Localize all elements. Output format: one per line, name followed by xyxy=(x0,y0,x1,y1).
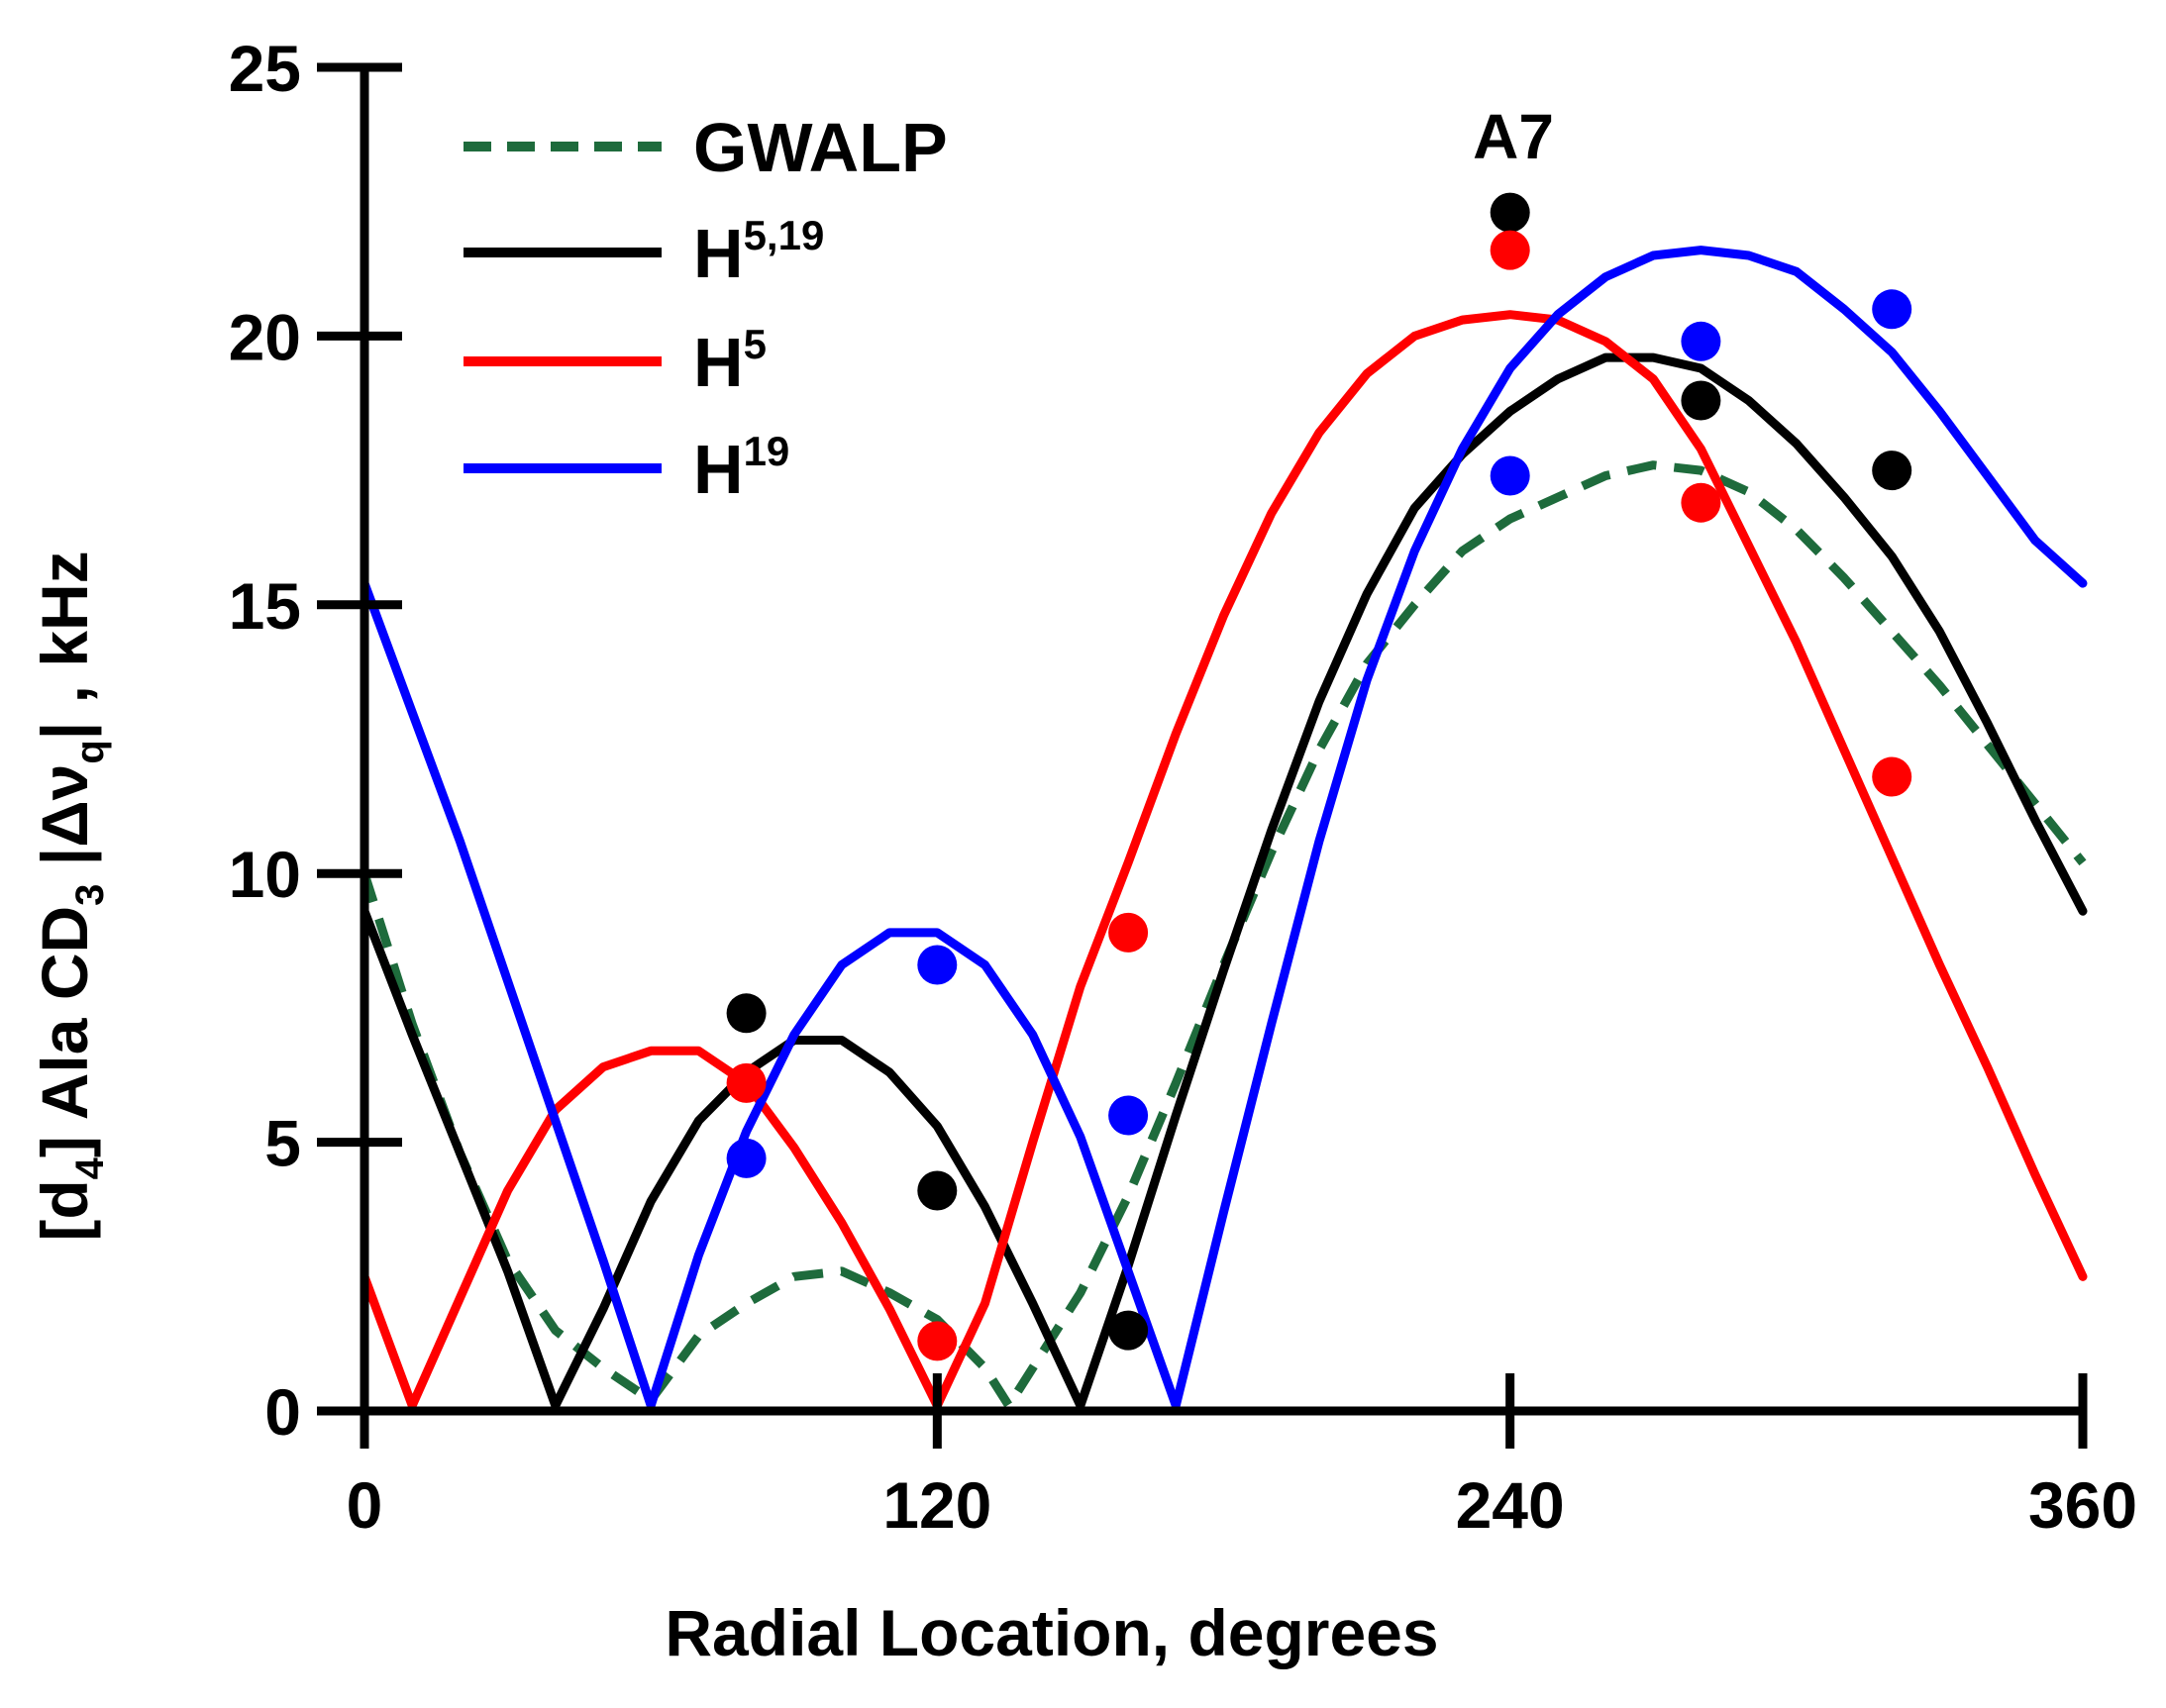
data-point-h19-0 xyxy=(726,1138,767,1178)
data-point-h5-19-0 xyxy=(726,993,767,1034)
y-tick-label-15: 15 xyxy=(229,569,301,643)
legend-label-h19: H19 xyxy=(693,428,789,508)
data-point-h19-1 xyxy=(917,945,958,985)
y-tick-label-20: 20 xyxy=(229,300,301,373)
series-line-h19 xyxy=(360,246,2088,1411)
y-tick-label-25: 25 xyxy=(229,32,301,105)
data-point-h5-3 xyxy=(1490,230,1530,270)
data-point-h5-19-2 xyxy=(1108,1310,1149,1351)
legend: GWALP H5,19 H5 H19 xyxy=(464,109,948,508)
legend-label-gwalp: GWALP xyxy=(693,109,948,186)
data-point-h5-1 xyxy=(917,1321,958,1361)
x-tick-label-0: 0 xyxy=(347,1468,383,1542)
data-point-h5-5 xyxy=(1872,756,1912,797)
data-point-h5-19-3 xyxy=(1490,192,1530,233)
series-line-h5 xyxy=(360,310,2088,1411)
x-tick-label-360: 360 xyxy=(2028,1468,2137,1542)
plot-area xyxy=(360,192,2088,1411)
data-point-h5-19-1 xyxy=(917,1170,958,1211)
data-point-h5-19-5 xyxy=(1872,451,1912,491)
axes: 0 120 240 360 0 5 10 15 20 25 xyxy=(229,32,2137,1542)
y-tick-label-0: 0 xyxy=(264,1375,301,1449)
data-point-h5-0 xyxy=(726,1062,767,1103)
data-point-h19-4 xyxy=(1681,321,1721,361)
data-point-h19-5 xyxy=(1872,289,1912,330)
data-point-h5-4 xyxy=(1681,482,1721,523)
y-axis-title: [d4] Ala CD3 |Δνq| , kHz xyxy=(28,551,112,1241)
x-axis-title: Radial Location, degrees xyxy=(665,1596,1438,1669)
legend-label-h5-19: H5,19 xyxy=(693,212,824,292)
annotation-label: A7 xyxy=(1473,101,1554,172)
data-point-h5-19-4 xyxy=(1681,380,1721,421)
x-tick-label-240: 240 xyxy=(1456,1468,1565,1542)
data-point-h19-2 xyxy=(1108,1095,1149,1136)
data-point-h5-2 xyxy=(1108,912,1149,953)
data-point-h19-3 xyxy=(1490,455,1530,496)
y-tick-label-10: 10 xyxy=(229,838,301,911)
y-tick-label-5: 5 xyxy=(264,1107,301,1180)
x-tick-label-120: 120 xyxy=(882,1468,991,1542)
series-line-h5-19 xyxy=(360,352,2088,1411)
legend-label-h5: H5 xyxy=(693,321,767,401)
